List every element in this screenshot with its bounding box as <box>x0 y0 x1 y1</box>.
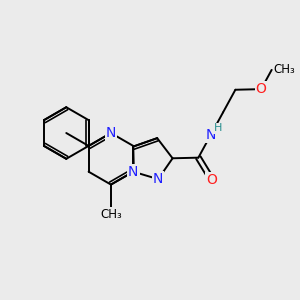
Text: N: N <box>206 128 216 142</box>
Text: O: O <box>206 173 217 187</box>
Text: H: H <box>213 123 222 133</box>
Text: CH₃: CH₃ <box>100 208 122 221</box>
Text: N: N <box>153 172 164 186</box>
Text: N: N <box>128 165 139 179</box>
Text: CH₃: CH₃ <box>273 63 295 76</box>
Text: O: O <box>256 82 267 96</box>
Text: N: N <box>106 126 116 140</box>
